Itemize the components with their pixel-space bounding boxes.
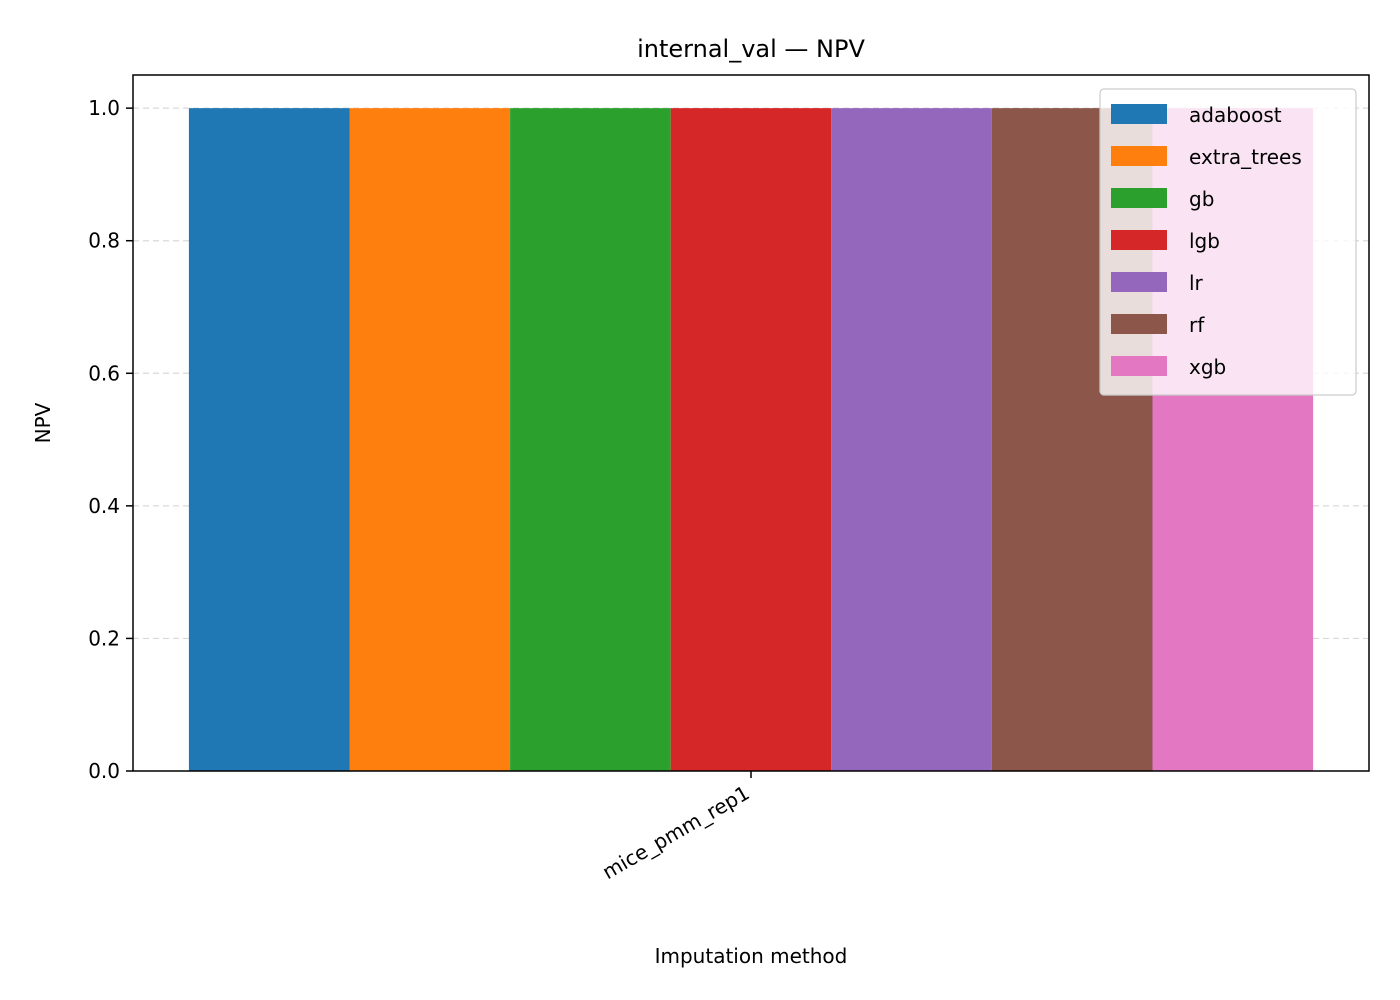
legend-swatch-lgb	[1111, 230, 1167, 250]
bar-extra_trees	[349, 108, 511, 771]
bar-adaboost	[188, 108, 350, 771]
legend-label-xgb: xgb	[1189, 355, 1226, 379]
legend-label-extra_trees: extra_trees	[1189, 145, 1302, 169]
x-tick-label: mice_pmm_rep1	[598, 781, 753, 885]
legend-swatch-xgb	[1111, 356, 1167, 376]
legend-swatch-adaboost	[1111, 104, 1167, 124]
legend-label-lr: lr	[1189, 271, 1204, 295]
legend-label-adaboost: adaboost	[1189, 103, 1282, 127]
y-axis: 0.0 0.2 0.4 0.6 0.8 1.0	[88, 96, 133, 783]
x-axis: mice_pmm_rep1	[598, 771, 754, 885]
y-axis-title: NPV	[31, 402, 55, 443]
bar-lgb	[670, 108, 832, 771]
legend-swatch-rf	[1111, 314, 1167, 334]
bars	[188, 108, 1314, 771]
legend-label-rf: rf	[1189, 313, 1205, 337]
chart-title: internal_val — NPV	[637, 35, 865, 63]
y-tick-label: 0.0	[88, 759, 120, 783]
y-tick-label: 0.8	[88, 229, 120, 253]
bar-gb	[510, 108, 671, 771]
legend-label-gb: gb	[1189, 187, 1214, 211]
y-tick-label: 1.0	[88, 96, 120, 120]
legend-swatch-extra_trees	[1111, 146, 1167, 166]
legend-swatch-gb	[1111, 188, 1167, 208]
x-axis-title: Imputation method	[655, 944, 848, 968]
legend-swatch-lr	[1111, 272, 1167, 292]
legend-label-lgb: lgb	[1189, 229, 1220, 253]
bar-lr	[831, 108, 992, 771]
y-tick-label: 0.4	[88, 494, 120, 518]
y-tick-label: 0.6	[88, 361, 120, 385]
y-tick-label: 0.2	[88, 626, 120, 650]
